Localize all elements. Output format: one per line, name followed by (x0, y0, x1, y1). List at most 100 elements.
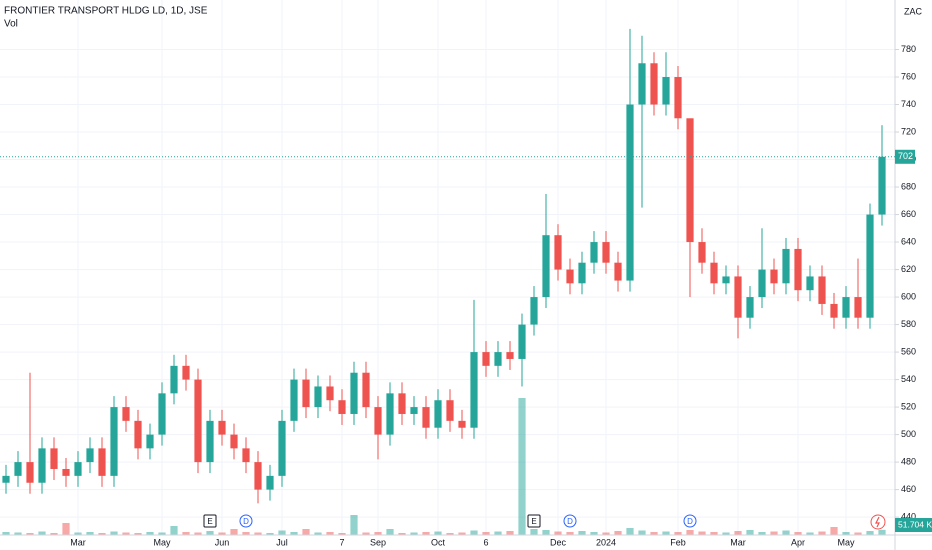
candle-body (722, 276, 730, 284)
volume-bar (698, 531, 706, 535)
candle-body (254, 462, 262, 490)
alert-icon[interactable] (870, 514, 886, 530)
event-label: D (243, 517, 249, 526)
currency-label[interactable]: ZAC (904, 6, 923, 16)
volume-bar (446, 533, 454, 535)
volume-bar (374, 532, 382, 535)
candle-body (74, 462, 82, 476)
candle-body (86, 448, 94, 463)
volume-bar (386, 529, 394, 535)
candle-body (866, 214, 874, 318)
x-tick-label: Oct (431, 537, 446, 547)
volume-bar (830, 527, 838, 535)
y-tick-label: 680 (901, 181, 916, 191)
candle-body (818, 276, 826, 304)
candle-body (674, 77, 682, 119)
event-marker (527, 514, 541, 528)
volume-bar (746, 530, 754, 535)
volume-bar (434, 531, 442, 535)
volume-bar (734, 531, 742, 535)
candle-body (122, 407, 130, 421)
volume-bar (266, 533, 274, 535)
candle-body (602, 242, 610, 263)
volume-bar (110, 531, 118, 535)
y-tick-label: 440 (901, 511, 916, 521)
candle-body (782, 248, 790, 284)
volume-bar (14, 532, 22, 535)
volume-bar (518, 398, 526, 535)
y-tick-label: 460 (901, 484, 916, 494)
candle-body (158, 393, 166, 435)
candle-body (362, 372, 370, 408)
candle-body (434, 400, 442, 428)
candle-body (626, 104, 634, 281)
candle-body (806, 276, 814, 291)
volume-bar (758, 532, 766, 535)
candle-body (98, 448, 106, 476)
candle-body (638, 63, 646, 105)
candle-body (182, 365, 190, 380)
volume-bar (662, 531, 670, 535)
x-tick-label: Jul (276, 537, 288, 547)
candle-body (518, 324, 526, 359)
candle-body (266, 475, 274, 490)
candle-body (854, 297, 862, 318)
candle-body (458, 420, 466, 428)
candle-body (494, 352, 502, 366)
volume-bar (770, 531, 778, 535)
volume-bar (482, 532, 490, 535)
x-tick-label: May (837, 537, 855, 547)
volume-bar (194, 532, 202, 535)
event-label: D (687, 517, 693, 526)
volume-bar (338, 533, 346, 535)
y-tick-label: 760 (901, 71, 916, 81)
volume-bar (398, 533, 406, 535)
y-tick-label: 640 (901, 236, 916, 246)
x-tick-label: Sep (370, 537, 386, 547)
candle-body (578, 262, 586, 284)
volume-bar (350, 515, 358, 535)
candle-body (170, 365, 178, 394)
candle-body (554, 235, 562, 270)
volume-bar (410, 532, 418, 535)
volume-bar (230, 529, 238, 535)
candle-body (134, 420, 142, 449)
volume-bar (650, 532, 658, 535)
volume-bar (206, 531, 214, 535)
candle-body (734, 276, 742, 318)
axis-layer: 440 460 480 500 520 540 560 580 600 620 640 660 680 7… (0, 44, 932, 547)
candle-body (110, 407, 118, 476)
candle-body (230, 434, 238, 449)
y-tick-label: 480 (901, 456, 916, 466)
y-tick-label: 560 (901, 346, 916, 356)
y-tick-label: 780 (901, 44, 916, 54)
x-tick-label: 7 (339, 537, 344, 547)
candle-body (446, 400, 454, 421)
x-tick-label: 2024 (596, 537, 616, 547)
volume-bar (842, 532, 850, 535)
candle-body (614, 262, 622, 281)
event-label: E (531, 517, 536, 526)
candle-body (842, 297, 850, 318)
y-tick-label: 740 (901, 99, 916, 109)
event-marker (563, 514, 577, 528)
volume-bar (458, 532, 466, 535)
candle-body (302, 379, 310, 408)
candle-body (758, 269, 766, 298)
x-tick-label: May (153, 537, 171, 547)
volume-bar (146, 532, 154, 535)
candle-body (530, 297, 538, 325)
candle-body (542, 235, 550, 298)
volume-bar (98, 533, 106, 535)
candle-body (338, 400, 346, 414)
last-volume-box (895, 518, 932, 532)
volume-bar (86, 532, 94, 535)
volume-title: Vol (4, 19, 18, 30)
volume-bar (170, 526, 178, 535)
volume-bar (638, 530, 646, 535)
y-tick-label: 500 (901, 429, 916, 439)
grid-layer (0, 0, 895, 535)
candle-body (386, 393, 394, 435)
